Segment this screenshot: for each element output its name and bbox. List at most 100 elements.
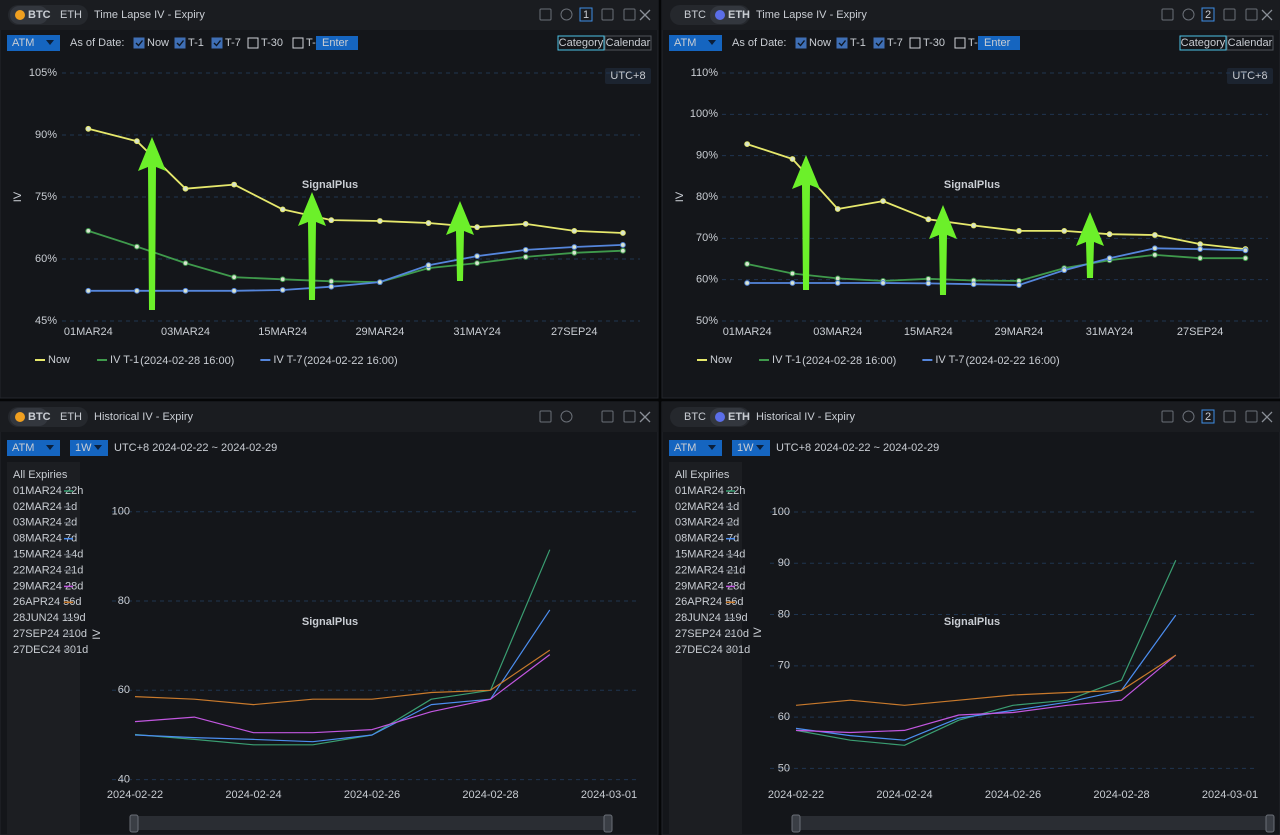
dropdown[interactable] [7, 440, 60, 456]
toolbar-icon[interactable] [539, 8, 552, 21]
y-tick-label: 80 [118, 595, 130, 607]
toolbar-icon[interactable] [623, 410, 636, 423]
tab-label[interactable]: BTC [684, 411, 706, 423]
x-tick-label: 31MAY24 [1086, 326, 1134, 338]
legend-label[interactable]: 02MAR24 1d [675, 501, 739, 513]
legend-label[interactable]: 29MAR24 28d [675, 580, 745, 592]
dropdown-value: 1W [75, 442, 92, 454]
legend-label[interactable]: 28JUN24 119d [13, 612, 86, 624]
view-toggle[interactable] [1226, 35, 1274, 51]
toolbar-icon[interactable] [601, 410, 614, 423]
point-marker [377, 218, 383, 224]
toolbar-icon[interactable] [1245, 8, 1258, 21]
checkbox[interactable] [174, 37, 186, 49]
scrollbar-track[interactable] [794, 816, 1274, 830]
point-marker [85, 227, 92, 234]
scrollbar-handle[interactable] [603, 814, 613, 833]
toolbar-icon[interactable] [560, 410, 573, 423]
dropdown[interactable] [70, 440, 108, 456]
panel-title: Historical IV - Expiry [756, 411, 856, 423]
checkbox-label: T- [306, 37, 316, 49]
date-input[interactable] [316, 36, 358, 50]
close-icon[interactable] [639, 411, 651, 423]
tab-label[interactable]: ETH [60, 9, 82, 21]
toolbar-icon[interactable] [1223, 8, 1236, 21]
dropdown[interactable] [7, 35, 60, 51]
legend-label[interactable]: 03MAR24 2d [675, 517, 739, 529]
legend-label[interactable]: 22MAR24 21d [675, 564, 745, 576]
legend-label[interactable]: 27DEC24 301d [675, 644, 750, 656]
legend-label[interactable]: IV T-1 [772, 354, 801, 366]
legend-label[interactable]: Now [48, 354, 70, 366]
series-line [746, 254, 1246, 282]
y-tick-label: 70 [778, 660, 790, 672]
checkbox[interactable] [247, 37, 259, 49]
y-axis-label: IV [12, 191, 24, 202]
dropdown[interactable] [669, 35, 722, 51]
toolbar-icon[interactable] [1245, 410, 1258, 423]
scrollbar-track[interactable] [132, 816, 612, 830]
legend-label[interactable]: 03MAR24 2d [13, 517, 77, 529]
tab-label[interactable]: ETH [60, 411, 82, 423]
legend-label[interactable]: 15MAR24 14d [13, 549, 83, 561]
legend-label[interactable]: 08MAR24 7d [675, 533, 739, 545]
legend-label[interactable]: 15MAR24 14d [675, 549, 745, 561]
view-toggle[interactable] [557, 35, 605, 51]
legend-title[interactable]: All Expiries [675, 469, 730, 481]
toolbar-icon[interactable] [1182, 8, 1195, 21]
legend-label[interactable]: IV T-1 [110, 354, 139, 366]
tab-label[interactable]: ETH [728, 9, 750, 21]
tab-label[interactable]: BTC [684, 9, 706, 21]
legend-label[interactable]: 08MAR24 7d [13, 533, 77, 545]
dropdown[interactable] [669, 440, 722, 456]
view-toggle[interactable] [1179, 35, 1227, 51]
legend-label[interactable]: 26APR24 56d [13, 596, 82, 608]
legend-label[interactable]: 27DEC24 301d [13, 644, 88, 656]
checkbox[interactable] [836, 37, 848, 49]
legend-label[interactable]: IV T-7 [935, 354, 964, 366]
legend-label[interactable]: 26APR24 56d [675, 596, 744, 608]
tab-label[interactable]: BTC [28, 9, 51, 21]
view-toggle[interactable] [604, 35, 652, 51]
toolbar-icon[interactable] [1161, 410, 1174, 423]
tab-label[interactable]: BTC [28, 411, 51, 423]
checkbox[interactable] [954, 37, 966, 49]
legend-label[interactable]: Now [710, 354, 732, 366]
legend-label[interactable]: 01MAR24 22h [675, 485, 745, 497]
legend-title[interactable]: All Expiries [13, 469, 68, 481]
scrollbar-handle[interactable] [129, 814, 139, 833]
toolbar-icon[interactable] [539, 410, 552, 423]
scrollbar-handle[interactable] [1265, 814, 1275, 833]
toolbar-icon[interactable] [1182, 410, 1195, 423]
legend-label[interactable]: 28JUN24 119d [675, 612, 748, 624]
checkbox[interactable] [292, 37, 304, 49]
dropdown[interactable] [732, 440, 770, 456]
checkbox[interactable] [795, 37, 807, 49]
checkbox[interactable] [211, 37, 223, 49]
legend-label[interactable]: 27SEP24 210d [675, 628, 749, 640]
toolbar-icon[interactable] [601, 8, 614, 21]
toolbar-icon[interactable] [1161, 8, 1174, 21]
legend-label[interactable]: 02MAR24 1d [13, 501, 77, 513]
close-icon[interactable] [1261, 9, 1273, 21]
legend-label[interactable]: 29MAR24 28d [13, 580, 83, 592]
toolbar-icon[interactable] [623, 8, 636, 21]
checkbox[interactable] [873, 37, 885, 49]
date-input[interactable] [978, 36, 1020, 50]
toolbar-icon[interactable] [1223, 410, 1236, 423]
tab-label[interactable]: ETH [728, 411, 750, 423]
close-icon[interactable] [1261, 411, 1273, 423]
point-marker [522, 254, 529, 260]
toolbar-icon[interactable] [560, 8, 573, 21]
checkbox[interactable] [133, 37, 145, 49]
close-icon[interactable] [639, 9, 651, 21]
checkbox[interactable] [909, 37, 921, 49]
annotation-arrow [1076, 212, 1104, 278]
legend-label[interactable]: 27SEP24 210d [13, 628, 87, 640]
checkbox-label: T-30 [261, 37, 283, 49]
legend-label[interactable]: 22MAR24 21d [13, 564, 83, 576]
legend-label[interactable]: IV T-7 [273, 354, 302, 366]
scrollbar-handle[interactable] [791, 814, 801, 833]
legend-label[interactable]: 01MAR24 22h [13, 485, 83, 497]
